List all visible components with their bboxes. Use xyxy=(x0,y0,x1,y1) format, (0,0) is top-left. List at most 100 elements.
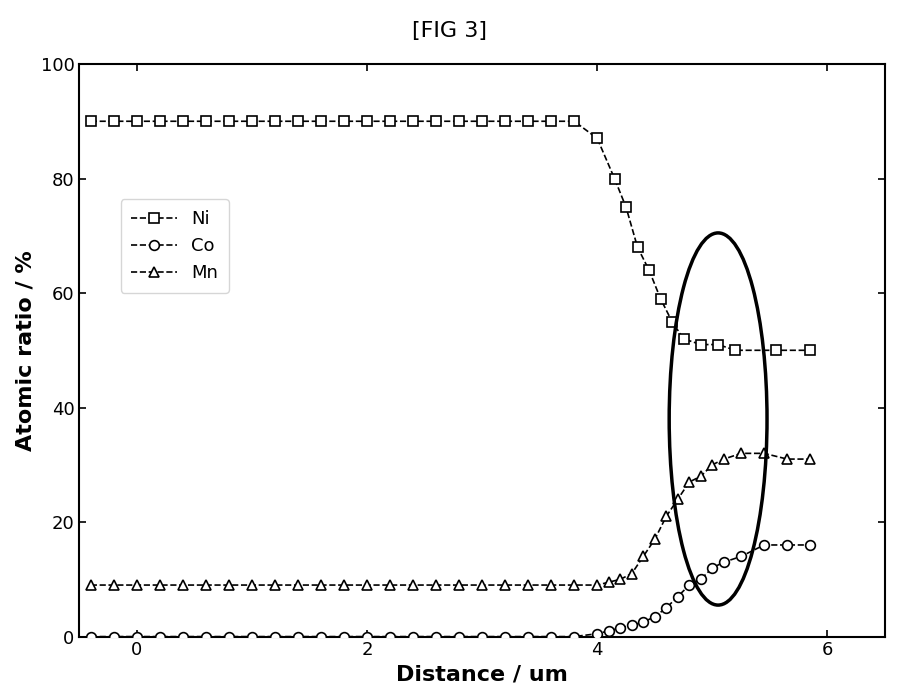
Mn xyxy=(626,569,637,577)
Mn xyxy=(408,581,418,589)
Mn xyxy=(735,449,746,458)
Mn xyxy=(718,455,729,463)
Ni xyxy=(477,117,488,125)
Co xyxy=(316,632,327,640)
Co xyxy=(569,632,580,640)
Mn xyxy=(615,575,626,584)
Co xyxy=(672,592,683,601)
Co xyxy=(338,632,349,640)
Mn xyxy=(108,581,119,589)
Mn xyxy=(86,581,96,589)
Co xyxy=(626,621,637,629)
Legend: Ni, Co, Mn: Ni, Co, Mn xyxy=(121,199,229,293)
Co xyxy=(661,604,671,612)
Ni xyxy=(667,318,678,326)
Co xyxy=(782,541,793,550)
Co xyxy=(408,632,418,640)
Ni xyxy=(201,117,212,125)
Ni xyxy=(408,117,418,125)
Mn xyxy=(782,455,793,463)
Co xyxy=(384,632,395,640)
Co xyxy=(454,632,464,640)
Mn xyxy=(650,535,661,543)
Mn xyxy=(706,461,717,469)
Co xyxy=(155,632,166,640)
Co xyxy=(247,632,257,640)
Ni xyxy=(545,117,556,125)
Mn xyxy=(696,472,706,480)
Co xyxy=(638,618,649,626)
Co xyxy=(706,564,717,572)
Co xyxy=(718,558,729,566)
Co xyxy=(805,541,815,550)
Ni xyxy=(247,117,257,125)
Co xyxy=(592,629,603,638)
Ni xyxy=(655,295,666,303)
Ni xyxy=(523,117,534,125)
Y-axis label: Atomic ratio / %: Atomic ratio / % xyxy=(15,250,35,451)
Co xyxy=(615,624,626,632)
Mn xyxy=(454,581,464,589)
Mn xyxy=(201,581,212,589)
Co xyxy=(131,632,142,640)
Co xyxy=(477,632,488,640)
Mn xyxy=(638,552,649,561)
Text: [FIG 3]: [FIG 3] xyxy=(412,21,488,41)
Co xyxy=(431,632,442,640)
Line: Ni: Ni xyxy=(86,116,815,355)
Ni xyxy=(108,117,119,125)
Co xyxy=(270,632,281,640)
Ni xyxy=(569,117,580,125)
Ni xyxy=(362,117,373,125)
Mn xyxy=(431,581,442,589)
Mn xyxy=(155,581,166,589)
Mn xyxy=(247,581,257,589)
Co xyxy=(362,632,373,640)
Mn xyxy=(603,578,614,587)
Ni xyxy=(223,117,234,125)
Co xyxy=(523,632,534,640)
Ni xyxy=(454,117,464,125)
Mn xyxy=(292,581,303,589)
Co xyxy=(223,632,234,640)
Mn xyxy=(316,581,327,589)
Ni xyxy=(500,117,510,125)
X-axis label: Distance / um: Distance / um xyxy=(396,665,568,685)
Co xyxy=(292,632,303,640)
Co xyxy=(603,626,614,635)
Mn xyxy=(177,581,188,589)
Mn xyxy=(362,581,373,589)
Co xyxy=(735,552,746,561)
Mn xyxy=(223,581,234,589)
Ni xyxy=(316,117,327,125)
Ni xyxy=(592,134,603,143)
Co xyxy=(201,632,212,640)
Mn xyxy=(545,581,556,589)
Co xyxy=(108,632,119,640)
Co xyxy=(500,632,510,640)
Line: Co: Co xyxy=(86,540,815,641)
Mn xyxy=(672,495,683,503)
Mn xyxy=(338,581,349,589)
Ni xyxy=(805,346,815,354)
Mn xyxy=(270,581,281,589)
Ni xyxy=(431,117,442,125)
Ni xyxy=(730,346,741,354)
Mn xyxy=(592,581,603,589)
Ni xyxy=(384,117,395,125)
Ni xyxy=(713,340,724,349)
Ni xyxy=(679,335,689,343)
Co xyxy=(177,632,188,640)
Ni xyxy=(270,117,281,125)
Mn xyxy=(805,455,815,463)
Ni xyxy=(696,340,706,349)
Co xyxy=(650,612,661,621)
Ni xyxy=(632,243,643,251)
Co xyxy=(759,541,769,550)
Ni xyxy=(177,117,188,125)
Mn xyxy=(684,478,695,486)
Mn xyxy=(759,449,769,458)
Ni xyxy=(338,117,349,125)
Ni xyxy=(155,117,166,125)
Mn xyxy=(661,512,671,521)
